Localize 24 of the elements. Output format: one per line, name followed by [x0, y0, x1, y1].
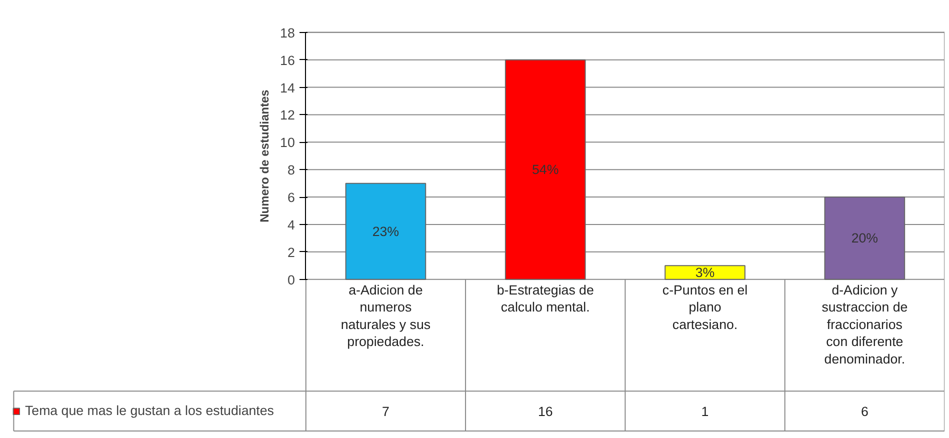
y-axis-title: Numero de estudiantes — [258, 89, 272, 222]
y-tick-label: 10 — [280, 135, 295, 150]
data-label: 1 — [701, 404, 709, 420]
y-tick-label: 2 — [287, 244, 295, 260]
legend-label: Tema que mas le gustan a los estudiantes — [25, 403, 274, 418]
y-tick-label: 4 — [287, 217, 296, 232]
annotation: 20% — [851, 230, 878, 246]
y-tick-label: 12 — [280, 108, 295, 123]
y-tick-label: 18 — [280, 25, 295, 40]
data-label: 16 — [538, 404, 553, 420]
x-tick-label: a-Adicion de numeros naturales y sus propiedades. — [340, 282, 431, 350]
x-tick-label: c-Puntos en el plano cartesiano. — [662, 282, 748, 332]
annotation: 23% — [372, 224, 400, 239]
data-label: 7 — [382, 404, 390, 420]
x-tick-label: d-Adicion y sustraccion de fraccionarios con diferente denominador. — [822, 282, 908, 366]
data-label: 6 — [860, 404, 868, 420]
y-tick-label: 0 — [287, 272, 295, 288]
x-tick-label: b-Estrategias de calculo mental. — [496, 282, 594, 315]
annotation: 54% — [532, 162, 559, 178]
y-tick-label: 14 — [280, 80, 296, 96]
y-tick-label: 6 — [287, 190, 295, 206]
annotation: 3% — [695, 265, 715, 280]
y-tick-label: 8 — [287, 162, 295, 178]
y-tick-label: 16 — [280, 52, 295, 68]
